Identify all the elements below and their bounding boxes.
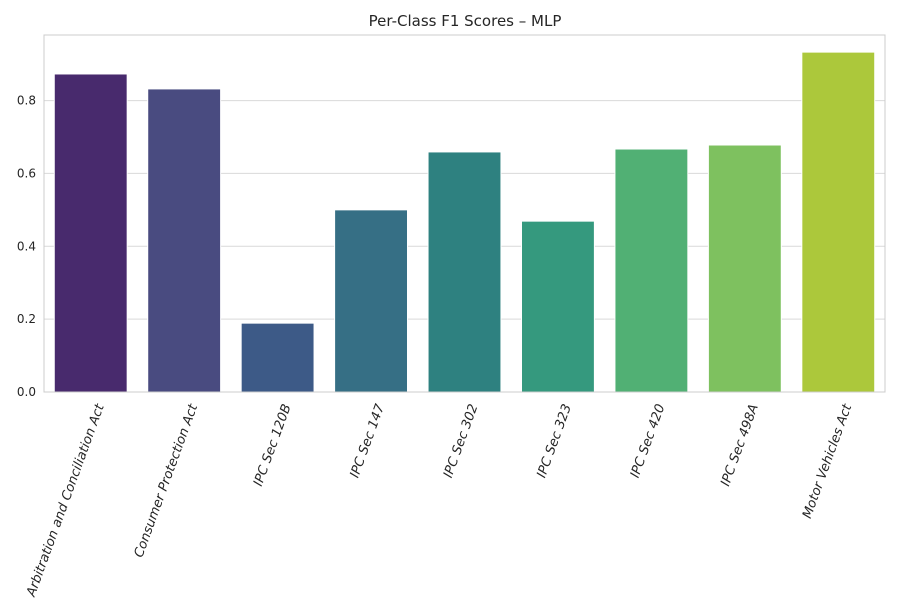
x-tick-label: Arbitration and Conciliation Act xyxy=(24,401,108,599)
y-tick-label: 0.2 xyxy=(17,312,36,326)
bar xyxy=(334,209,408,393)
x-tick-label: IPC Sec 120B xyxy=(251,402,295,488)
y-axis-ticks: 0.0 0.2 0.4 0.6 0.8 xyxy=(17,94,36,399)
bar xyxy=(147,88,222,393)
bar xyxy=(521,220,595,393)
y-tick-label: 0.4 xyxy=(17,239,36,253)
bar xyxy=(707,144,782,393)
x-tick-label: Consumer Protection Act xyxy=(132,401,202,559)
plot-frame xyxy=(43,34,886,393)
x-tick-label: IPC Sec 323 xyxy=(534,402,575,480)
y-tick-label: 0.0 xyxy=(17,385,36,399)
bars xyxy=(53,51,876,393)
bar xyxy=(614,148,689,393)
bar xyxy=(427,151,502,393)
x-tick-label: IPC Sec 147 xyxy=(348,402,389,480)
x-tick-label: IPC Sec 498A xyxy=(718,402,762,488)
bar xyxy=(801,51,876,393)
x-axis-ticks: Arbitration and Conciliation Act Consumer… xyxy=(24,401,856,599)
bar xyxy=(240,322,315,393)
bar xyxy=(53,73,128,393)
x-tick-label: Motor Vehicles Act xyxy=(800,401,856,520)
x-tick-label: IPC Sec 302 xyxy=(441,402,482,480)
y-tick-label: 0.8 xyxy=(17,94,36,108)
chart-title: Per-Class F1 Scores – MLP xyxy=(369,12,562,30)
y-tick-label: 0.6 xyxy=(17,166,36,180)
x-tick-label: IPC Sec 420 xyxy=(628,402,669,480)
